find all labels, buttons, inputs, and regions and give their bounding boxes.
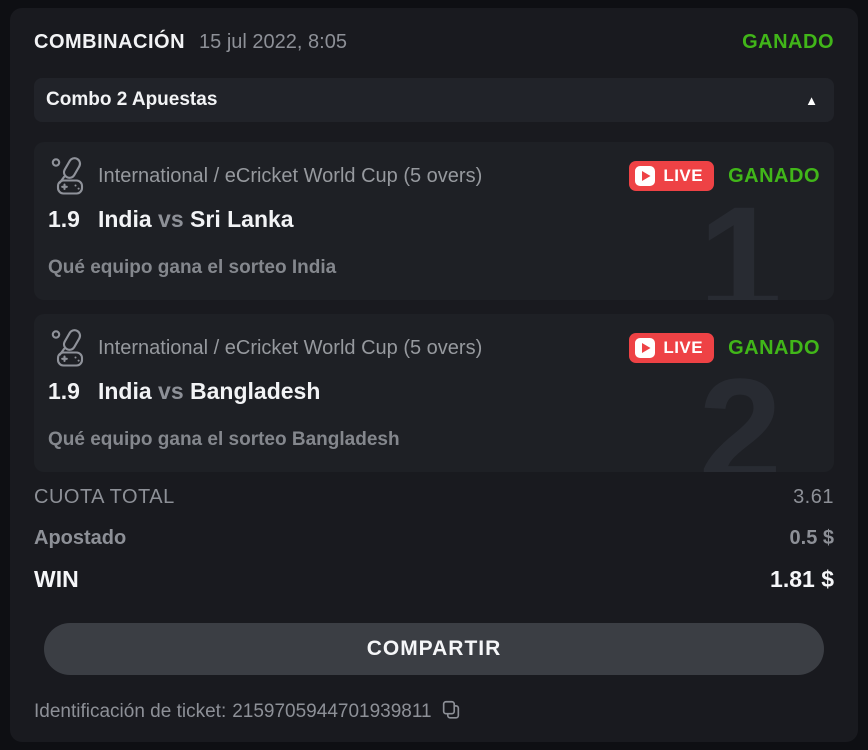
bet-summary: CUOTA TOTAL 3.61 Apostado 0.5 $ WIN 1.81… [34, 486, 834, 593]
stake-label: Apostado [34, 527, 127, 549]
team-away: Bangladesh [190, 378, 321, 404]
bet-number-watermark: 1 [698, 175, 782, 300]
bet-meta-row: International / eCricket World Cup (5 ov… [48, 328, 820, 368]
play-icon [635, 166, 656, 186]
bet-leg-status: GANADO [728, 336, 820, 359]
live-label: LIVE [663, 338, 704, 357]
competition-label: International / eCricket World Cup (5 ov… [98, 164, 483, 187]
bet-status-badge: GANADO [742, 30, 834, 53]
market-label: Qué equipo gana el sorteo Bangladesh [48, 429, 400, 450]
team-home: India [97, 206, 152, 232]
bet-slip-panel: COMBINACIÓN 15 jul 2022, 8:05 GANADO Com… [10, 8, 858, 742]
ticket-id-value: 2159705944701939811 [232, 700, 432, 722]
share-button[interactable]: COMPARTIR [44, 623, 824, 675]
bet-card: 2 International / eCricket World Cup (5 … [34, 314, 834, 472]
live-badge: LIVE [629, 161, 715, 191]
ecricket-icon [48, 156, 90, 196]
stake-value: 0.5 $ [789, 527, 834, 549]
chevron-up-icon[interactable]: ▲ [805, 92, 818, 108]
odds-value: 1.9 [48, 206, 80, 232]
vs-label: vs [158, 378, 184, 404]
vs-label: vs [158, 206, 184, 232]
win-row: WIN 1.81 $ [34, 566, 834, 593]
bet-meta-row: International / eCricket World Cup (5 ov… [48, 156, 820, 196]
win-value: 1.81 $ [770, 566, 834, 592]
market-label: Qué equipo gana el sorteo India [48, 257, 337, 278]
competition-label: International / eCricket World Cup (5 ov… [98, 336, 483, 359]
play-icon [635, 338, 656, 358]
live-badge: LIVE [629, 333, 715, 363]
live-label: LIVE [663, 166, 704, 185]
ticket-id-row: Identificación de ticket: 21597059447019… [34, 699, 834, 724]
match-row: 1.9 India vs Bangladesh [48, 378, 820, 405]
stake-row: Apostado 0.5 $ [34, 527, 834, 550]
team-home: India [97, 378, 152, 404]
copy-button[interactable] [440, 699, 462, 724]
team-away: Sri Lanka [190, 206, 294, 232]
match-row: 1.9 India vs Sri Lanka [48, 206, 820, 233]
win-label: WIN [34, 566, 79, 592]
total-odds-value: 3.61 [793, 486, 834, 508]
odds-value: 1.9 [48, 378, 80, 404]
ticket-id-label: Identificación de ticket: [34, 700, 227, 722]
copy-icon [440, 699, 462, 724]
bet-card: 1 International / eCricket World Cup (5 … [34, 142, 834, 300]
total-odds-label: CUOTA TOTAL [34, 486, 175, 508]
ecricket-icon [48, 328, 90, 368]
total-odds-row: CUOTA TOTAL 3.61 [34, 486, 834, 509]
bet-number-watermark: 2 [698, 347, 782, 472]
combo-collapse-bar[interactable]: Combo 2 Apuestas ▲ [34, 78, 834, 122]
bet-slip-header: COMBINACIÓN 15 jul 2022, 8:05 GANADO [34, 28, 834, 56]
combo-label: Combo 2 Apuestas [46, 89, 218, 110]
bet-leg-status: GANADO [728, 164, 820, 187]
bet-datetime: 15 jul 2022, 8:05 [199, 30, 347, 53]
bet-type-label: COMBINACIÓN [34, 30, 186, 53]
